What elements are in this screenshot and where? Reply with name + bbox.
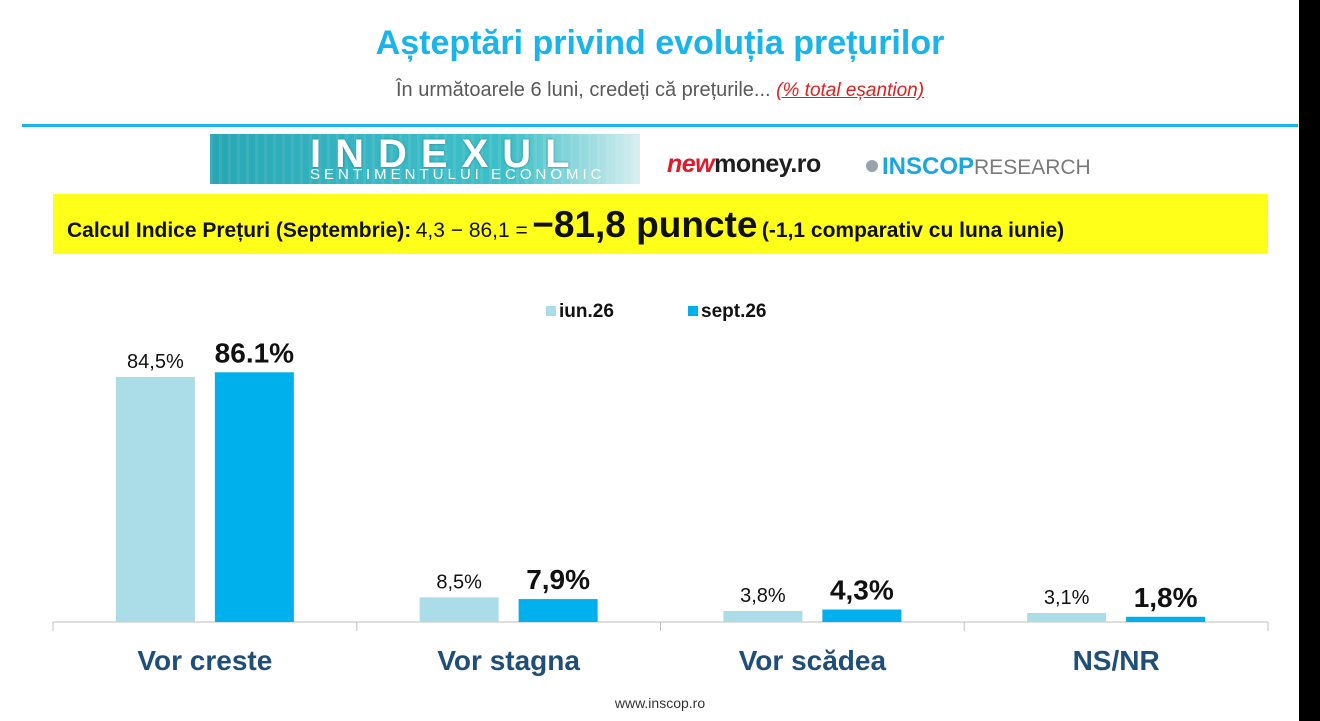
header-divider bbox=[22, 124, 1298, 127]
bar-sep bbox=[214, 372, 294, 622]
indexul-logo-texture bbox=[210, 134, 640, 184]
indexul-logo-title: INDEXUL bbox=[310, 134, 584, 176]
bar-chart: 84,5% 86.1% Vor creste 8,5% 7,9% Vor stagna 3,… bbox=[52, 337, 1269, 676]
legend-swatch-jun bbox=[546, 306, 556, 316]
page-title: Așteptări privind evoluția prețurilor bbox=[375, 24, 945, 62]
inscop-logo-mark-icon bbox=[866, 160, 878, 172]
bar-jun bbox=[1027, 613, 1107, 622]
inscop-logo-light: RESEARCH bbox=[974, 156, 1091, 179]
data-label-jun: 3,1% bbox=[1044, 587, 1090, 609]
banner-calculation: 4,3 − 86,1 = bbox=[415, 219, 528, 242]
data-label-sep: 1,8% bbox=[1134, 582, 1198, 613]
category-label: NS/NR bbox=[1073, 645, 1160, 676]
bar-sep bbox=[822, 609, 902, 622]
indexul-logo: INDEXUL SENTIMENTULUI ECONOMIC bbox=[210, 134, 640, 184]
banner-label: Calcul Indice Prețuri (Septembrie): bbox=[67, 219, 412, 242]
indexul-logo-subtitle: SENTIMENTULUI ECONOMIC bbox=[310, 166, 606, 183]
data-label-sep: 4,3% bbox=[830, 575, 894, 606]
bar-jun bbox=[115, 376, 195, 622]
data-label-jun: 3,8% bbox=[740, 585, 786, 607]
data-label-jun: 84,5% bbox=[127, 351, 184, 373]
category-label: Vor creste bbox=[137, 645, 272, 676]
legend-item-sep: sept.26 bbox=[688, 301, 766, 323]
bar-sep bbox=[518, 599, 598, 622]
legend-label-jun: iun.26 bbox=[559, 301, 614, 322]
newmoney-logo: newmoney.ro bbox=[667, 150, 821, 179]
bar-sep bbox=[1126, 616, 1206, 622]
banner-result: −81,8 puncte bbox=[532, 204, 758, 245]
bar-jun bbox=[419, 597, 499, 622]
inscop-logo: INSCOPRESEARCH bbox=[866, 153, 1091, 181]
legend-swatch-sep bbox=[688, 306, 698, 316]
data-label-jun: 8,5% bbox=[436, 571, 482, 593]
category-label: Vor scădea bbox=[739, 645, 887, 676]
subtitle-question: În următoarele 6 luni, credeți că prețur… bbox=[395, 79, 771, 101]
data-label-sep: 7,9% bbox=[526, 564, 590, 595]
index-banner-text: Calcul Indice Prețuri (Septembrie): 4,3 … bbox=[67, 204, 1064, 246]
index-banner: Calcul Indice Prețuri (Septembrie): 4,3 … bbox=[53, 194, 1268, 254]
data-label-sep: 86.1% bbox=[215, 337, 294, 368]
category-label: Vor stagna bbox=[437, 645, 580, 676]
inscop-logo-bold: INSCOP bbox=[882, 153, 975, 180]
newmoney-logo-new: new bbox=[667, 150, 715, 178]
banner-comparison: (-1,1 comparativ cu luna iunie) bbox=[761, 219, 1065, 242]
newmoney-logo-rest: money.ro bbox=[714, 150, 821, 178]
page-subtitle: În următoarele 6 luni, credeți că prețur… bbox=[0, 79, 1299, 102]
legend-item-jun: iun.26 bbox=[546, 301, 614, 323]
subtitle-note: (% total eșantion) bbox=[776, 80, 925, 101]
legend-label-sep: sept.26 bbox=[701, 301, 767, 322]
bar-jun bbox=[723, 610, 803, 622]
footer-url: www.inscop.ro bbox=[614, 695, 706, 711]
